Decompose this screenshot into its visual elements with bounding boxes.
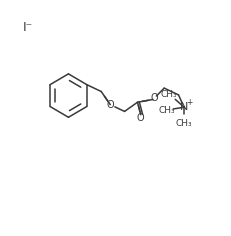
Text: CH₃: CH₃: [158, 105, 175, 114]
Text: N: N: [179, 102, 188, 112]
Text: O: O: [136, 113, 144, 123]
Text: CH₃: CH₃: [175, 119, 192, 128]
Text: +: +: [185, 98, 191, 107]
Text: O: O: [150, 93, 157, 103]
Text: I⁻: I⁻: [23, 21, 33, 34]
Text: CH₃: CH₃: [160, 89, 177, 98]
Text: O: O: [106, 100, 114, 110]
